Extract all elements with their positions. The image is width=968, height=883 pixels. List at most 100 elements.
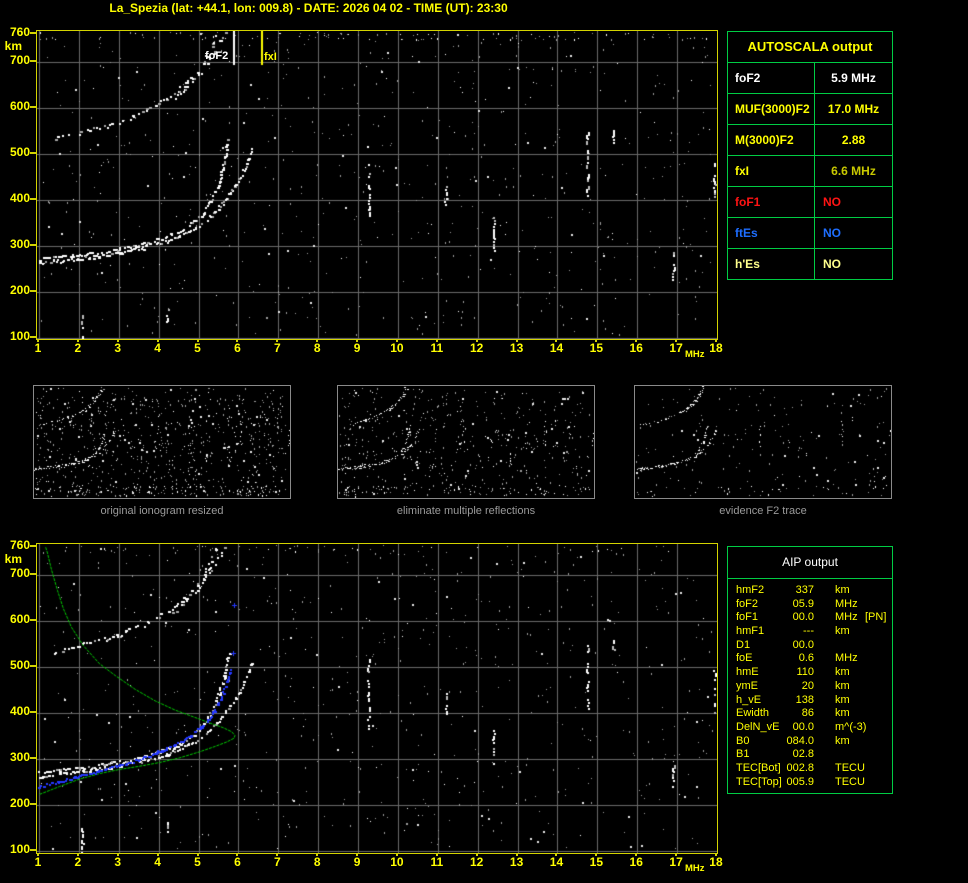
thumbnail-eliminate-label: eliminate multiple reflections [396, 505, 536, 517]
x-tick-mark [236, 853, 239, 856]
aip-row: foF1 00.0 MHz [PN] [728, 611, 892, 625]
y-tick-label: 760 [9, 25, 30, 39]
x-tick-mark [37, 339, 39, 342]
x-tick-label: 2 [74, 341, 82, 355]
y-tick-mark [30, 849, 36, 851]
y-tick-label: 500 [9, 144, 30, 159]
aip-row: D1 00.0 [728, 639, 892, 653]
x-tick-mark [196, 853, 199, 856]
autoscala-header: AUTOSCALA output [728, 32, 892, 63]
aip-param-unit: km [835, 734, 850, 747]
autoscala-param-label: foF1 [728, 187, 815, 217]
x-tick-mark [196, 339, 199, 342]
x-tick-label: 15 [589, 341, 604, 355]
x-tick-label: 12 [470, 855, 484, 869]
x-tick-label: 8 [313, 341, 321, 355]
aip-param-label: hmF2 [736, 584, 765, 596]
y-tick-label: 100 [9, 842, 30, 856]
x-tick-mark [555, 853, 558, 856]
aip-row: foE 0.6 MHz [728, 652, 892, 666]
x-tick-label: 5 [194, 341, 201, 355]
x-tick-label: 12 [470, 341, 484, 355]
autoscala-param-value: NO [823, 226, 841, 240]
autoscala-row: fxI 6.6 MHz [728, 155, 892, 186]
aip-param-unit: MHz [835, 652, 858, 665]
x-tick-label: 11 [430, 341, 444, 355]
y-tick-mark [30, 545, 36, 547]
x-tick-label: 7 [273, 341, 281, 355]
x-tick-mark [675, 339, 678, 342]
aip-param-value: 110 [796, 666, 814, 679]
autoscala-param-label: MUF(3000)F2 [728, 94, 815, 124]
aip-output-table: AIP output hmF2 337 km foF2 05.9 MHz foF1 00.0 M… [727, 546, 893, 794]
x-tick-label: 5 [194, 855, 201, 869]
aip-param-unit: TECU [835, 761, 865, 774]
aip-param-unit: km [835, 625, 850, 638]
x-tick-label: 6 [234, 341, 241, 355]
aip-param-value: 0.6 [798, 652, 814, 665]
x-tick-label: 17 [669, 341, 683, 355]
autoscala-row: ftEs NO [728, 217, 892, 248]
aip-param-label: TEC[Bot] [736, 761, 781, 774]
aip-param-label: DelN_vE [736, 720, 780, 733]
aip-row: DelN_vE 00.0 m^(-3) [728, 721, 892, 735]
aip-param-value: 084.0 [786, 734, 814, 747]
x-tick-label: 3 [114, 855, 122, 869]
y-tick-label: 300 [9, 749, 30, 764]
x-tick-mark [156, 853, 159, 856]
aip-rows: hmF2 337 km foF2 05.9 MHz foF1 00.0 MHz [PN] hmF1 -… [728, 584, 892, 789]
x-tick-label: 10 [390, 341, 404, 355]
x-tick-mark [635, 853, 638, 856]
x-tick-mark [395, 339, 398, 342]
aip-param-value: 337 [795, 584, 814, 596]
aip-param-label: foF1 [736, 611, 759, 624]
x-tick-mark [714, 853, 717, 856]
x-tick-mark [595, 853, 598, 856]
aip-row: hmF1 --- km [728, 625, 892, 639]
x-tick-label: 13 [509, 341, 524, 355]
aip-param-label: foE [736, 652, 753, 665]
x-tick-label: 7 [273, 855, 281, 869]
aip-param-value: 00.0 [792, 720, 814, 733]
y-tick-mark [30, 243, 36, 246]
aip-row: h_vE 138 km [728, 694, 892, 708]
x-tick-mark [76, 853, 79, 856]
x-tick-label: 18 [709, 341, 723, 355]
x-tick-mark [156, 339, 159, 342]
y-axis-unit-label: km [4, 552, 22, 566]
aip-param-unit: m^(-3) [835, 720, 867, 733]
aip-param-unit: km [835, 666, 850, 679]
aip-row: TEC[Bot] 002.8 TECU [728, 762, 892, 776]
aip-header: AIP output [728, 547, 892, 579]
autoscala-row: MUF(3000)F2 17.0 MHz [728, 93, 892, 124]
y-tick-label: 400 [9, 190, 30, 205]
aip-param-label: hmF1 [736, 625, 765, 638]
thumbnail-f2-label: evidence F2 trace [719, 505, 807, 517]
y-tick-mark [30, 572, 36, 575]
x-tick-mark [395, 853, 398, 856]
y-tick-label: 760 [9, 538, 30, 552]
x-tick-label: 4 [154, 341, 161, 355]
profile-plot [36, 543, 718, 854]
x-tick-label: 6 [234, 855, 241, 869]
autoscala-param-value: NO [823, 195, 841, 209]
x-tick-label: 14 [549, 341, 564, 355]
x-tick-label: 9 [353, 855, 361, 869]
aip-param-value: 20 [801, 679, 814, 692]
x-tick-mark [116, 339, 119, 342]
autoscala-output-table: AUTOSCALA output foF2 5.9 MHz MUF(3000)F2 1… [727, 31, 893, 280]
aip-param-label: ymE [736, 679, 758, 692]
y-tick-label: 600 [9, 98, 30, 113]
autoscala-param-value: NO [823, 257, 841, 271]
y-tick-mark [30, 32, 36, 34]
x-tick-mark [515, 853, 518, 856]
aip-param-label: hmE [736, 666, 759, 679]
x-tick-label: 11 [430, 855, 444, 869]
aip-param-unit: km [835, 693, 850, 706]
ionogram-main-canvas [37, 31, 717, 339]
autoscala-rows: foF2 5.9 MHz MUF(3000)F2 17.0 MHz M(3000)F2 2… [728, 63, 892, 279]
y-tick-mark [30, 151, 36, 154]
aip-param-value: 02.8 [792, 748, 814, 761]
autoscala-row: M(3000)F2 2.88 [728, 124, 892, 155]
